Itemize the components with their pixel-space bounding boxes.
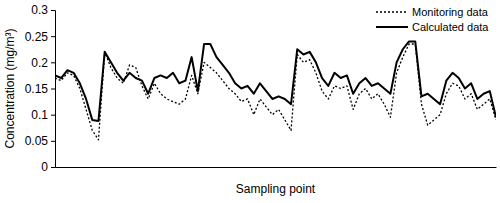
y-tick: 0: [41, 160, 55, 174]
y-tick-mark: [51, 62, 55, 63]
y-tick-mark: [51, 36, 55, 37]
legend-swatch: [376, 11, 408, 12]
series-line: [55, 41, 496, 121]
lines: [55, 41, 496, 139]
y-tick-mark: [51, 167, 55, 168]
y-axis-title: Concentration (mg/m³): [3, 28, 17, 148]
legend-label: Calculated data: [412, 21, 489, 33]
y-tick-mark: [51, 115, 55, 116]
y-tick-label: 0.2: [31, 56, 48, 70]
y-tick-label: 0.3: [31, 3, 48, 17]
y-tick: 0.3: [31, 3, 55, 17]
chart: 0 0.05 0.1 0.15 0.2 0.25 0.3 Sampling point Conc…: [0, 0, 500, 203]
legend-swatch: [376, 26, 408, 28]
y-axis-line: [51, 11, 56, 168]
x-axis-line: [56, 167, 497, 168]
y-tick-mark: [51, 89, 55, 90]
y-tick-label: 0: [41, 160, 48, 174]
plot: 0 0.05 0.1 0.15 0.2 0.25 0.3: [25, 3, 497, 174]
x-axis-title: Sampling point: [236, 182, 316, 196]
y-tick: 0.2: [31, 56, 55, 70]
y-tick: 0.15: [25, 82, 55, 96]
series-line: [55, 44, 496, 140]
legend: Monitoring data Calculated data: [376, 6, 489, 33]
x-axis: [56, 167, 497, 168]
legend-label: Monitoring data: [412, 6, 489, 18]
y-tick-mark: [51, 10, 55, 11]
y-axis: 0 0.05 0.1 0.15 0.2 0.25 0.3: [25, 3, 56, 174]
legend-item: Calculated data: [376, 21, 489, 33]
y-tick-label: 0.25: [25, 30, 49, 44]
y-tick: 0.05: [25, 134, 55, 148]
y-tick: 0.1: [31, 108, 55, 122]
y-tick-label: 0.1: [31, 108, 48, 122]
legend-item: Monitoring data: [376, 6, 489, 18]
y-tick-mark: [51, 141, 55, 142]
y-tick-label: 0.15: [25, 82, 49, 96]
y-tick: 0.25: [25, 30, 55, 44]
y-tick-label: 0.05: [25, 134, 49, 148]
